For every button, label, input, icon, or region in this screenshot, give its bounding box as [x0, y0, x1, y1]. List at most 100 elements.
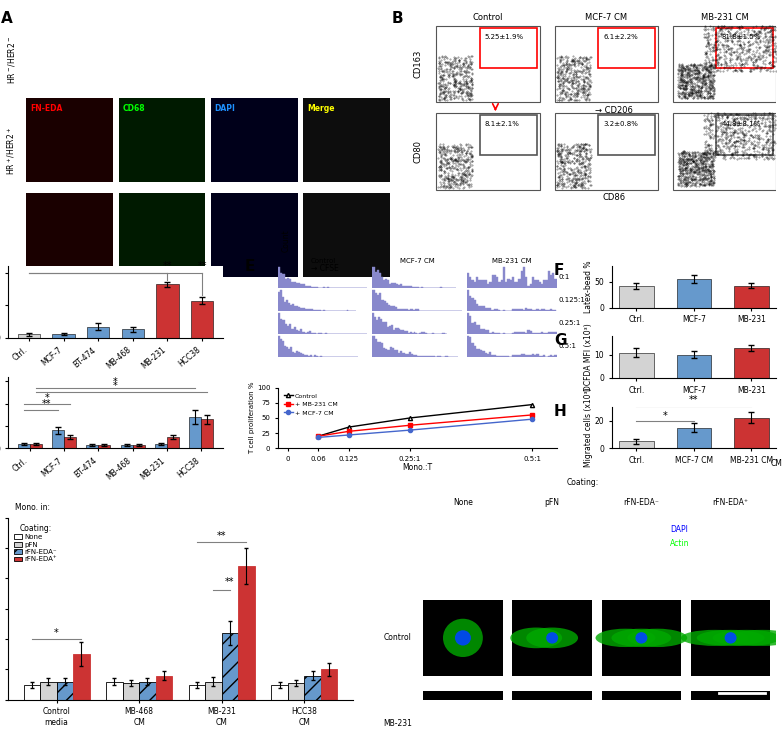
Point — [575, 84, 587, 95]
Point — [434, 82, 446, 94]
Point — [703, 81, 716, 93]
Point — [681, 88, 693, 100]
Point — [677, 174, 689, 185]
Point — [453, 67, 466, 79]
Point — [679, 155, 691, 167]
Point — [767, 33, 779, 44]
Point — [448, 144, 461, 156]
Point — [434, 58, 446, 69]
Point — [444, 152, 456, 164]
Point — [700, 149, 713, 160]
Point — [753, 120, 765, 132]
Point — [672, 81, 684, 93]
Point — [441, 155, 453, 166]
Point — [757, 32, 769, 44]
Point — [710, 124, 723, 136]
Point — [699, 151, 711, 163]
Point — [672, 176, 684, 188]
Point — [713, 51, 725, 63]
Point — [719, 56, 731, 68]
Point — [568, 157, 581, 168]
Point — [724, 48, 736, 60]
Point — [465, 63, 477, 74]
Point — [448, 140, 460, 152]
Point — [560, 151, 572, 163]
Point — [770, 66, 782, 77]
Point — [452, 55, 465, 66]
Point — [701, 71, 713, 82]
Point — [681, 179, 694, 191]
Point — [760, 152, 773, 163]
Point — [681, 70, 694, 82]
Point — [728, 120, 740, 131]
Point — [698, 62, 710, 74]
Point — [570, 165, 583, 176]
Point — [706, 163, 718, 174]
Point — [693, 67, 706, 79]
Point — [575, 179, 587, 191]
Point — [768, 45, 781, 57]
Point — [725, 36, 738, 48]
Point — [733, 39, 746, 51]
Point — [673, 168, 686, 179]
Point — [675, 93, 688, 104]
Point — [683, 155, 695, 167]
Point — [445, 180, 457, 192]
Point — [574, 158, 586, 170]
Point — [736, 46, 749, 58]
Point — [448, 69, 461, 81]
Point — [457, 174, 470, 186]
Point — [725, 44, 738, 55]
Point — [766, 31, 779, 43]
Point — [675, 74, 688, 85]
Point — [565, 78, 578, 90]
Bar — [121, 445, 132, 448]
Point — [730, 125, 742, 137]
Point — [722, 41, 735, 52]
Point — [458, 77, 470, 89]
Point — [700, 71, 713, 83]
Point — [676, 66, 688, 78]
Bar — [321, 669, 337, 700]
Point — [679, 159, 691, 171]
Point — [581, 82, 593, 94]
Point — [565, 93, 578, 105]
Point — [450, 59, 463, 71]
Point — [681, 174, 693, 185]
Point — [464, 90, 477, 101]
Point — [733, 28, 746, 39]
Point — [572, 85, 585, 97]
Point — [551, 60, 564, 71]
Point — [694, 76, 706, 87]
Point — [673, 161, 685, 173]
Text: MB-231 CM: MB-231 CM — [701, 13, 748, 22]
Point — [762, 145, 775, 157]
Point — [721, 140, 734, 152]
Point — [735, 114, 747, 125]
Point — [688, 58, 701, 70]
Point — [684, 176, 697, 188]
Point — [757, 143, 769, 155]
Point — [438, 52, 451, 64]
Point — [705, 142, 717, 154]
Point — [437, 143, 450, 155]
Point — [702, 66, 715, 77]
Point — [452, 152, 464, 164]
Point — [714, 43, 727, 55]
Point — [701, 139, 713, 151]
Point — [677, 160, 690, 171]
Point — [702, 30, 714, 42]
Point — [674, 87, 687, 98]
Point — [760, 43, 772, 55]
Point — [441, 168, 454, 180]
Point — [554, 68, 566, 79]
Point — [696, 162, 709, 174]
Point — [465, 148, 477, 160]
Point — [729, 140, 742, 152]
Point — [561, 61, 573, 72]
Point — [693, 82, 706, 94]
Point — [767, 144, 779, 156]
Point — [684, 157, 697, 168]
Point — [440, 91, 452, 103]
Point — [677, 154, 689, 165]
